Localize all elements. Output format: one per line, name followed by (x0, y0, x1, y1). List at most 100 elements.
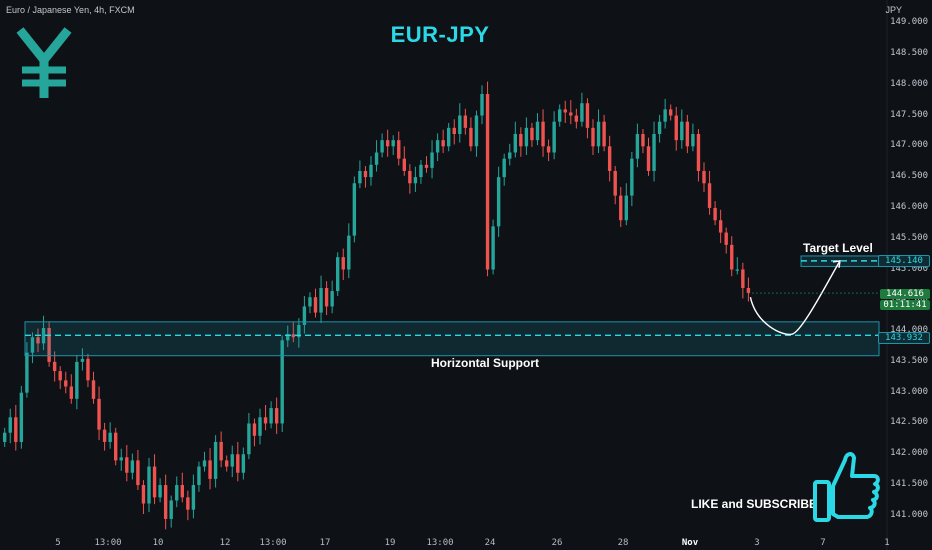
candle-body (535, 121, 540, 141)
candle-body (696, 134, 701, 171)
candle-body (319, 287, 323, 313)
candle-body (52, 361, 57, 372)
like-subscribe-label: LIKE and SUBSCRIBE (691, 497, 818, 511)
candle-body (474, 115, 479, 147)
support-zone (24, 321, 880, 357)
candle-body (569, 112, 573, 116)
candle-body (374, 152, 379, 165)
candle-body (241, 454, 246, 473)
thumbs-up-icon (813, 452, 880, 522)
candle-body (641, 134, 645, 147)
target-level-label: Target Level (803, 241, 873, 255)
candle-body (452, 127, 456, 135)
time-tick-label: 1 (884, 538, 890, 548)
candle-body (180, 485, 184, 498)
price-tick-label: 147.000 (890, 140, 928, 151)
candle-body (141, 485, 146, 504)
candle-body (447, 127, 451, 147)
price-axis[interactable] (887, 0, 932, 550)
candle-body (624, 195, 628, 221)
price-tick-label: 143.500 (890, 355, 928, 366)
candle-body (225, 460, 229, 467)
candle-body (291, 334, 295, 338)
symbol-info: Euro / Japanese Yen, 4h, FXCM (6, 5, 135, 15)
currency-label: JPY (885, 5, 902, 15)
candle-body (480, 93, 484, 116)
candle-body (36, 337, 40, 344)
candle-body (441, 140, 445, 147)
candle-body (657, 121, 662, 135)
candle-body (158, 485, 162, 498)
price-tick-label: 142.000 (890, 448, 928, 459)
candle-body (741, 269, 745, 288)
candle-body (136, 460, 140, 486)
candle-body (391, 140, 395, 147)
time-tick-label: 10 (152, 538, 164, 548)
current-price-badge: 144.616 (880, 289, 930, 299)
candle-countdown-badge: 01:11:41 (880, 300, 930, 310)
candle-body (502, 158, 506, 178)
candle-body (369, 164, 373, 178)
candle-body (69, 386, 73, 399)
candle-body (197, 466, 201, 486)
yen-icon (16, 27, 72, 98)
time-tick-label: 28 (617, 538, 629, 548)
candle-body (718, 220, 723, 233)
time-tick-label: 26 (551, 538, 563, 548)
candle-body (596, 121, 601, 147)
candle-body (47, 328, 51, 362)
candle-body (669, 109, 673, 116)
candle-body (408, 170, 412, 184)
candle-body (8, 417, 12, 433)
candle-body (613, 170, 617, 196)
candle-body (602, 121, 606, 147)
candle-body (619, 195, 623, 221)
candle-body (735, 269, 739, 271)
chart-title: EUR-JPY (390, 22, 490, 47)
candle-body (175, 485, 179, 501)
candle-body (41, 328, 46, 344)
candle-body (286, 334, 290, 341)
candle-body (419, 164, 423, 178)
candle-body (691, 134, 695, 147)
price-tick-label: 146.000 (890, 201, 928, 212)
candle-body (119, 457, 123, 461)
time-tick-label: Nov (681, 538, 699, 548)
price-tick-label: 144.000 (890, 325, 928, 336)
candle-body (91, 380, 96, 399)
price-tick-label: 143.000 (890, 386, 928, 397)
candle-body (513, 134, 517, 153)
candle-body (607, 146, 612, 171)
price-tick-label: 142.500 (890, 417, 928, 428)
time-tick-label: 12 (219, 538, 231, 548)
candle-body (125, 457, 129, 473)
candle-body (558, 109, 562, 122)
price-tick-label: 141.000 (890, 509, 928, 520)
candle-body (435, 140, 440, 153)
candle-body (508, 152, 512, 159)
support-price-badge: 143.932 (878, 332, 930, 344)
target-price-badge: 145.140 (878, 255, 930, 267)
time-tick-label: 13:00 (259, 538, 287, 548)
candle-body (230, 454, 234, 467)
time-tick-label: 24 (484, 538, 496, 548)
candle-body (685, 121, 690, 147)
horizontal-support-label: Horizontal Support (431, 356, 539, 370)
candle-body (463, 115, 468, 128)
candle-body (635, 134, 640, 159)
candle-body (363, 170, 368, 178)
candle-body (458, 115, 462, 135)
candle-body (64, 380, 68, 387)
candle-body (519, 134, 523, 147)
candle-body (546, 146, 551, 153)
candle-body (397, 140, 401, 159)
candle-body (591, 127, 595, 147)
price-tick-label: 149.000 (890, 17, 928, 28)
candle-body (330, 291, 334, 307)
candle-body (347, 235, 351, 270)
candle-body (191, 485, 196, 510)
candle-body (424, 164, 429, 168)
candle-body (102, 429, 107, 442)
candle-body (630, 158, 634, 196)
